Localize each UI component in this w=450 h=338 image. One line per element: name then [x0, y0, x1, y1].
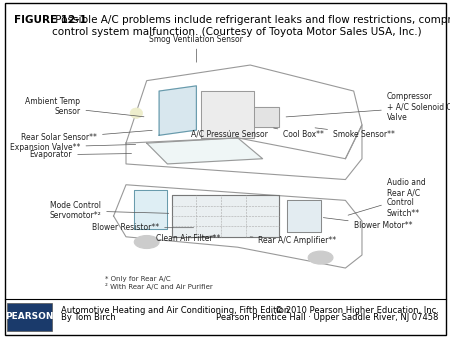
Text: Audio and
Rear A/C
Control
Switch**: Audio and Rear A/C Control Switch**: [348, 178, 426, 218]
Ellipse shape: [130, 108, 143, 118]
Text: Evaporator: Evaporator: [30, 150, 131, 159]
Text: Expansion Valve**: Expansion Valve**: [10, 143, 135, 151]
Text: Possible A/C problems include refrigerant leaks and flow restrictions, compresso: Possible A/C problems include refrigeran…: [52, 15, 450, 37]
Text: Automotive Heating and Air Conditioning, Fifth Edition: Automotive Heating and Air Conditioning,…: [61, 306, 289, 315]
Text: Rear A/C Amplifier**: Rear A/C Amplifier**: [250, 236, 337, 245]
Text: FIGURE 12-1: FIGURE 12-1: [14, 15, 86, 25]
Text: Rear Solar Sensor**: Rear Solar Sensor**: [21, 130, 152, 142]
Text: Compressor
+ A/C Solenoid Control
Valve: Compressor + A/C Solenoid Control Valve: [286, 92, 450, 122]
Text: A/C Pressure Sensor: A/C Pressure Sensor: [191, 129, 268, 139]
Text: Smog Ventilation Sensor: Smog Ventilation Sensor: [149, 34, 243, 62]
Text: PEARSON: PEARSON: [5, 312, 54, 321]
FancyBboxPatch shape: [4, 3, 446, 335]
Text: By Tom Birch: By Tom Birch: [61, 313, 115, 322]
Ellipse shape: [308, 251, 333, 264]
Text: Mode Control
Servomotor*²: Mode Control Servomotor*²: [50, 201, 169, 220]
Text: Pearson Prentice Hall · Upper Saddle River, NJ 07458: Pearson Prentice Hall · Upper Saddle Riv…: [216, 313, 439, 322]
Text: Blower Motor**: Blower Motor**: [324, 218, 412, 230]
Text: Blower Resistor**: Blower Resistor**: [92, 223, 194, 232]
Polygon shape: [201, 91, 254, 138]
Polygon shape: [171, 195, 279, 237]
Polygon shape: [288, 200, 320, 232]
Polygon shape: [134, 190, 167, 229]
Polygon shape: [147, 138, 263, 164]
Text: Clean Air Filter**: Clean Air Filter**: [156, 234, 220, 243]
Polygon shape: [254, 107, 279, 127]
Polygon shape: [159, 86, 196, 135]
Text: Cool Box**: Cool Box**: [274, 128, 324, 139]
Ellipse shape: [134, 236, 159, 248]
Text: Smoke Sensor**: Smoke Sensor**: [315, 128, 395, 139]
FancyBboxPatch shape: [7, 303, 52, 331]
Text: © 2010 Pearson Higher Education, Inc.: © 2010 Pearson Higher Education, Inc.: [275, 306, 439, 315]
Text: * Only for Rear A/C
² With Rear A/C and Air Purifier: * Only for Rear A/C ² With Rear A/C and …: [105, 276, 213, 290]
Text: Ambient Temp
Sensor: Ambient Temp Sensor: [26, 97, 144, 117]
